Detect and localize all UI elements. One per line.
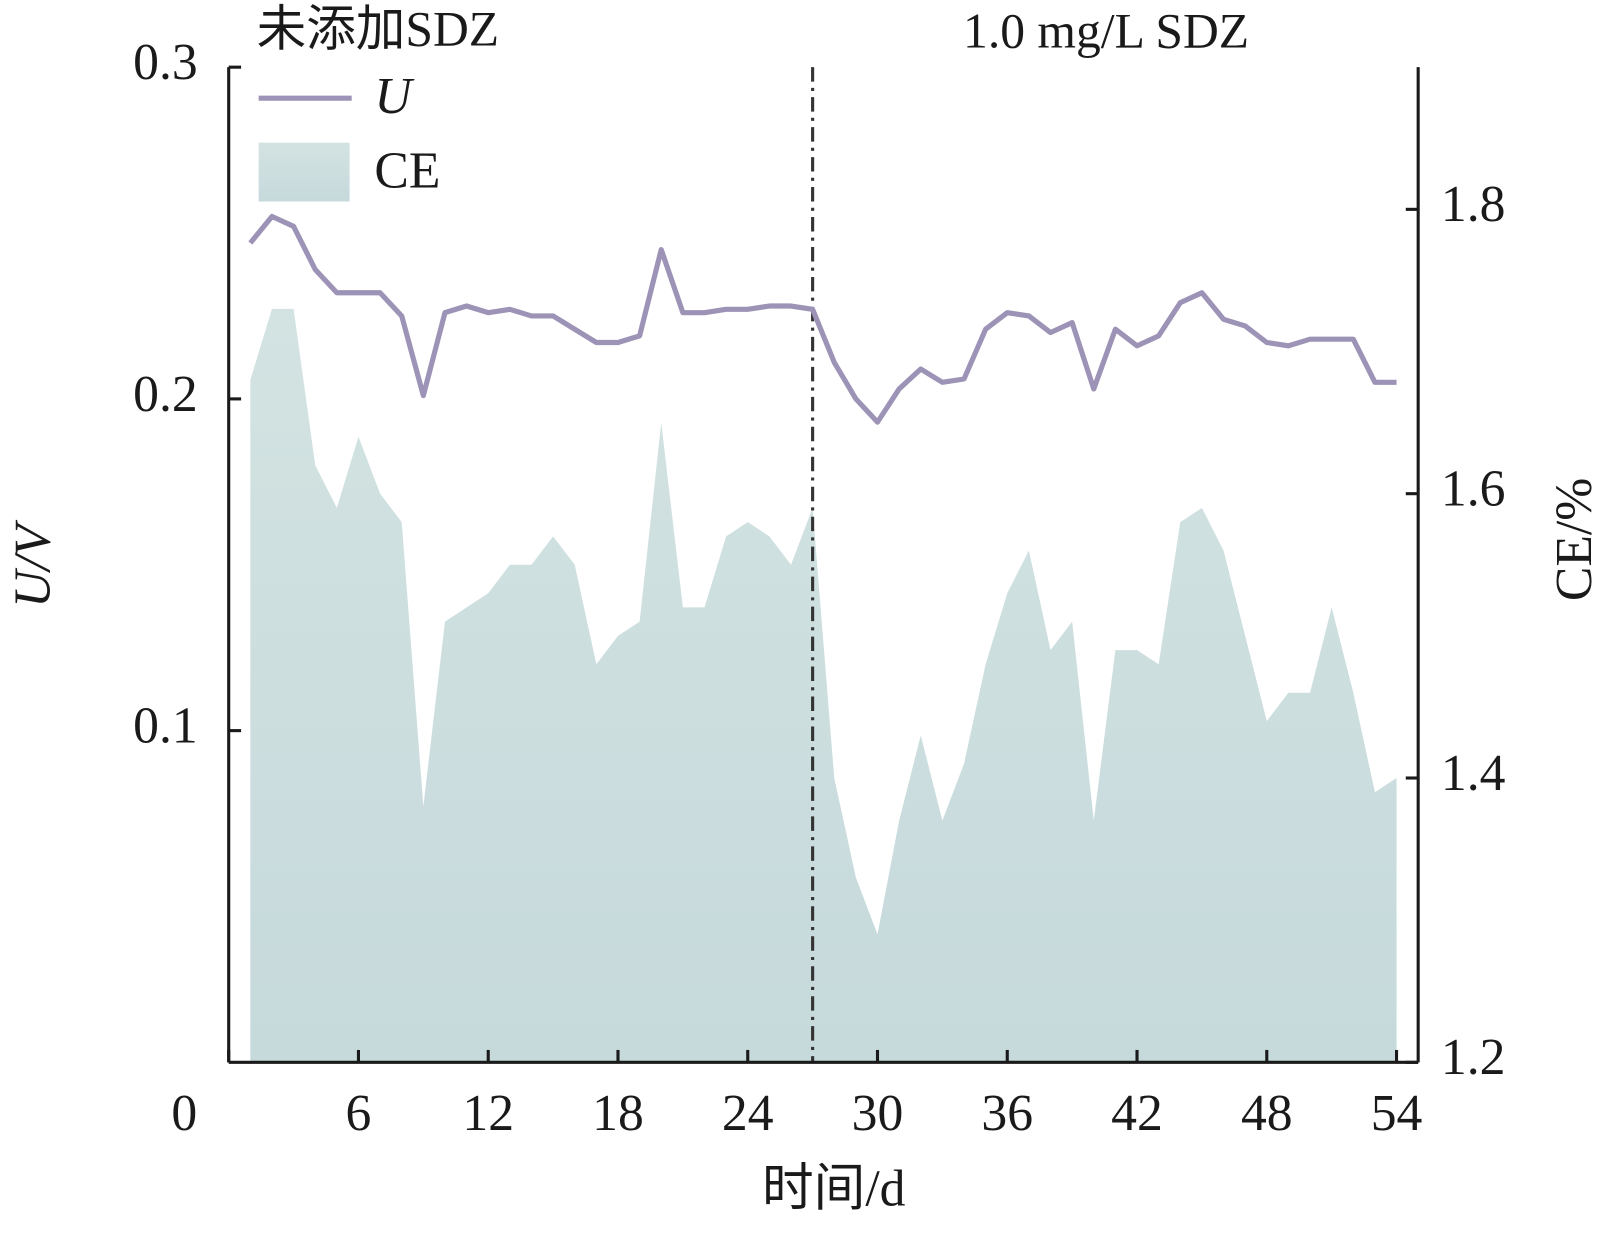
x-axis-label: 时间/d xyxy=(762,1160,906,1217)
x-tick-label: 54 xyxy=(1371,1085,1423,1142)
x-tick-label: 36 xyxy=(981,1085,1033,1142)
y-tick-label: 0.2 xyxy=(133,366,198,423)
legend-label: U xyxy=(374,68,415,125)
u-line xyxy=(248,213,1397,425)
x-tick-label: 48 xyxy=(1241,1085,1293,1142)
y-axis-label: U/V xyxy=(4,519,61,608)
legend-swatch xyxy=(258,142,350,202)
annotation: 未添加SDZ xyxy=(257,1,499,56)
x-tick-label: 18 xyxy=(592,1085,644,1142)
annotation: 1.0 mg/L SDZ xyxy=(963,4,1249,59)
x-tick-label: 6 xyxy=(346,1085,372,1142)
y2-tick-label: 1.6 xyxy=(1441,461,1506,518)
y2-tick-label: 1.8 xyxy=(1441,176,1506,233)
y-tick-label: 0.1 xyxy=(133,697,198,754)
x-tick-label: 42 xyxy=(1111,1085,1163,1142)
y2-tick-label: 1.4 xyxy=(1441,745,1506,802)
y-tick-label: 0.3 xyxy=(133,34,198,91)
x-tick-label: 24 xyxy=(722,1085,774,1142)
legend-label: CE xyxy=(374,143,440,200)
x-tick-label: 30 xyxy=(852,1085,904,1142)
y2-axis-label: CE/% xyxy=(1546,478,1603,601)
y2-tick-label: 1.2 xyxy=(1441,1029,1506,1086)
x-tick-label: 0 xyxy=(171,1085,197,1142)
ce-area xyxy=(250,308,1397,1063)
x-tick-label: 12 xyxy=(462,1085,514,1142)
